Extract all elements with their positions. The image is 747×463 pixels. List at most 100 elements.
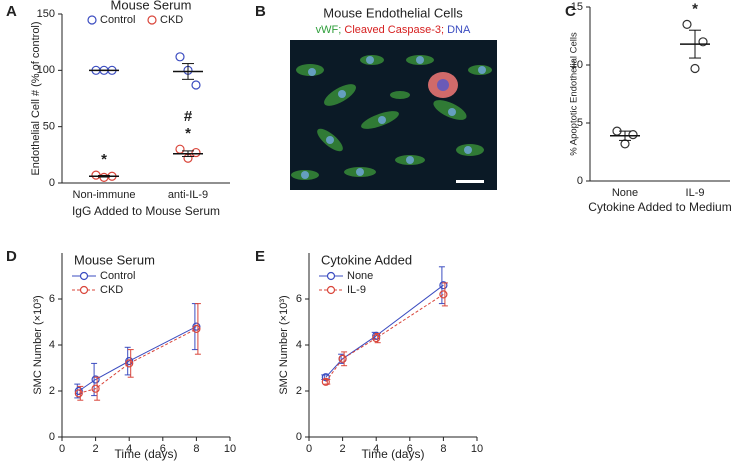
y-tick-label: 4 [49,339,55,351]
error-bar [94,376,101,401]
x-tick-label: 4 [373,443,379,455]
legend-marker [79,285,89,295]
data-point [91,375,100,384]
annotation: * [101,151,107,168]
legend-marker [326,285,336,295]
data-point [338,354,347,363]
series-line [78,326,197,392]
data-point [192,324,201,333]
sem-bar [182,150,194,158]
y-tick-label: 2 [49,385,55,397]
y-tick-label: 50 [43,121,55,133]
x-tick-label: None [612,187,638,199]
stain-legend: vWF; Cleaved Caspase-3; DNA [316,24,471,36]
data-point [74,386,83,396]
y-tick-label: 100 [37,64,55,76]
y-axis-label: SMC Number (×10³) [32,295,44,394]
error-bar [77,385,84,401]
data-point [321,377,330,386]
data-point [439,290,448,299]
panel-letter: B [255,3,266,20]
legend-label: CKD [100,284,123,296]
sem-bar [182,63,194,80]
data-point [439,281,448,290]
x-tick-label: 0 [306,443,312,455]
series-line [325,284,444,378]
x-tick-label: anti-IL-9 [168,189,208,201]
y-tick-label: 6 [49,293,55,305]
y-tick-label: 5 [577,117,583,129]
panel-title: Mouse Endothelial Cells [323,5,463,20]
y-axis-label: SMC Number (×10³) [278,295,290,394]
error-bar [324,379,331,385]
data-point [620,139,630,149]
annotation: * [185,125,191,142]
annotation: * [692,0,698,17]
error-bar [194,303,201,355]
x-tick-label: 6 [160,443,166,455]
x-tick-label: 8 [193,443,199,455]
y-axis-label: Endothelial Cell # (% of control) [30,21,42,175]
x-tick-label: IL-9 [686,187,705,199]
y-tick-label: 0 [296,431,302,443]
x-tick-label: Non-immune [73,189,136,201]
data-point [175,52,185,62]
x-tick-label: 4 [126,443,132,455]
y-tick-label: 10 [571,59,583,71]
legend-label: None [347,270,373,282]
error-bar [91,362,98,397]
panel-letter: E [255,248,265,265]
data-point [192,322,201,331]
error-bar [124,346,131,376]
legend-label: CKD [160,14,183,26]
x-axis-label: Time (days) [115,447,178,461]
data-point [91,384,100,393]
legend-label: IL-9 [347,284,366,296]
x-tick-label: 2 [340,443,346,455]
x-axis-label: IgG Added to Mouse Serum [72,204,220,218]
sem-bar [689,29,701,59]
data-point [191,80,201,90]
y-tick-label: 0 [577,175,583,187]
legend-marker [147,15,157,25]
legend-label: Control [100,14,135,26]
panel-letter: C [565,3,576,20]
panel-letter: A [6,3,17,20]
x-axis-label: Cytokine Added to Medium [588,200,731,214]
x-tick-label: 10 [471,443,483,455]
series-line [325,293,444,383]
legend-marker [326,271,336,281]
error-bar [341,351,348,367]
y-axis-label: % Apoptotic Endothelial Cells [569,32,580,156]
series-line [78,328,197,394]
legend-title: Mouse Serum [111,0,192,12]
y-tick-label: 0 [49,431,55,443]
error-bar [441,282,448,307]
x-tick-label: 6 [407,443,413,455]
data-point [698,37,708,47]
legend-label: Control [100,270,135,282]
x-axis-label: Time (days) [362,447,425,461]
data-point [628,130,638,140]
y-tick-label: 6 [296,293,302,305]
x-tick-label: 8 [440,443,446,455]
data-point [175,144,185,154]
x-tick-label: 2 [93,443,99,455]
stain: vWF; [316,24,342,36]
y-tick-label: 4 [296,339,302,351]
legend-title: Mouse Serum [74,252,155,267]
legend-marker [79,271,89,281]
data-point [690,63,700,74]
panel-letter: D [6,248,17,265]
y-tick-label: 150 [37,8,55,20]
y-tick-label: 2 [296,385,302,397]
data-point [125,357,134,366]
annotation: # [184,108,193,125]
sem-bar [98,174,110,178]
sem-bar [619,130,631,141]
x-tick-label: 0 [59,443,65,455]
legend-title: Cytokine Added [321,252,412,267]
data-point [125,359,134,368]
micrograph [290,40,497,190]
